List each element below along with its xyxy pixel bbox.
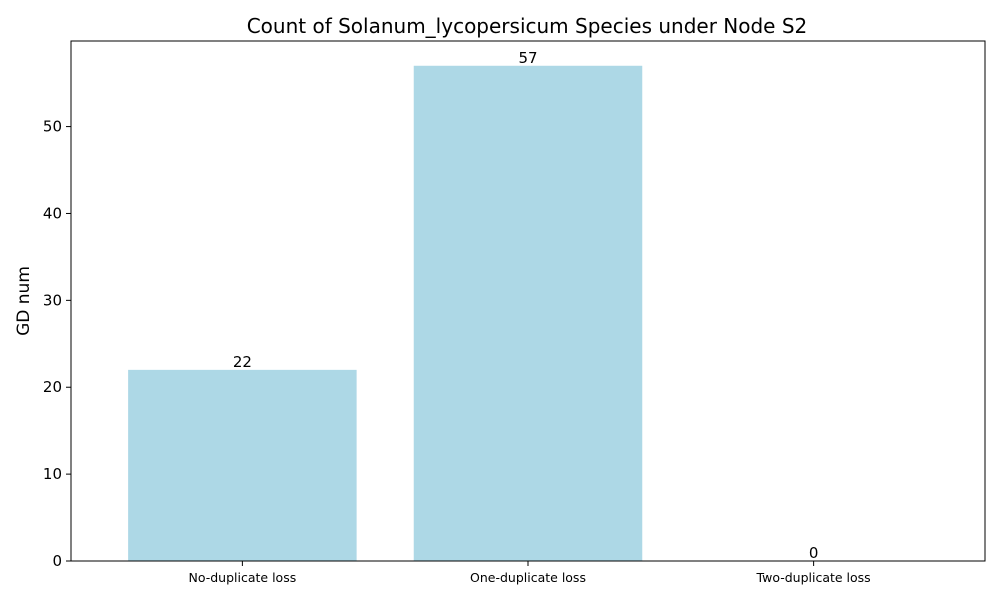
bar-1 [413, 65, 643, 561]
bar-0 [128, 369, 357, 561]
y-tick-label-1: 10 [43, 465, 62, 483]
y-ticks-group: 0 10 20 30 40 50 [43, 118, 71, 570]
data-label-2: 0 [809, 544, 819, 562]
y-axis-label: GD num [14, 266, 34, 336]
y-tick-label-4: 40 [43, 204, 62, 222]
data-labels-group: 22 57 0 [233, 49, 819, 562]
x-ticks-group: No-duplicate loss One-duplicate loss Two-d… [189, 561, 871, 585]
chart-title: Count of Solanum_lycopersicum Species un… [247, 14, 808, 38]
y-tick-label-2: 20 [43, 378, 62, 396]
bars-group [128, 65, 643, 561]
y-tick-label-5: 50 [43, 118, 62, 136]
data-label-1: 57 [518, 49, 537, 67]
x-tick-label-1: One-duplicate loss [470, 570, 586, 585]
plot-frame [70, 40, 986, 562]
x-tick-label-0: No-duplicate loss [189, 570, 297, 585]
y-tick-label-3: 30 [43, 291, 62, 309]
data-label-0: 22 [233, 353, 252, 371]
x-tick-label-2: Two-duplicate loss [756, 570, 871, 585]
y-tick-label-0: 0 [52, 552, 62, 570]
